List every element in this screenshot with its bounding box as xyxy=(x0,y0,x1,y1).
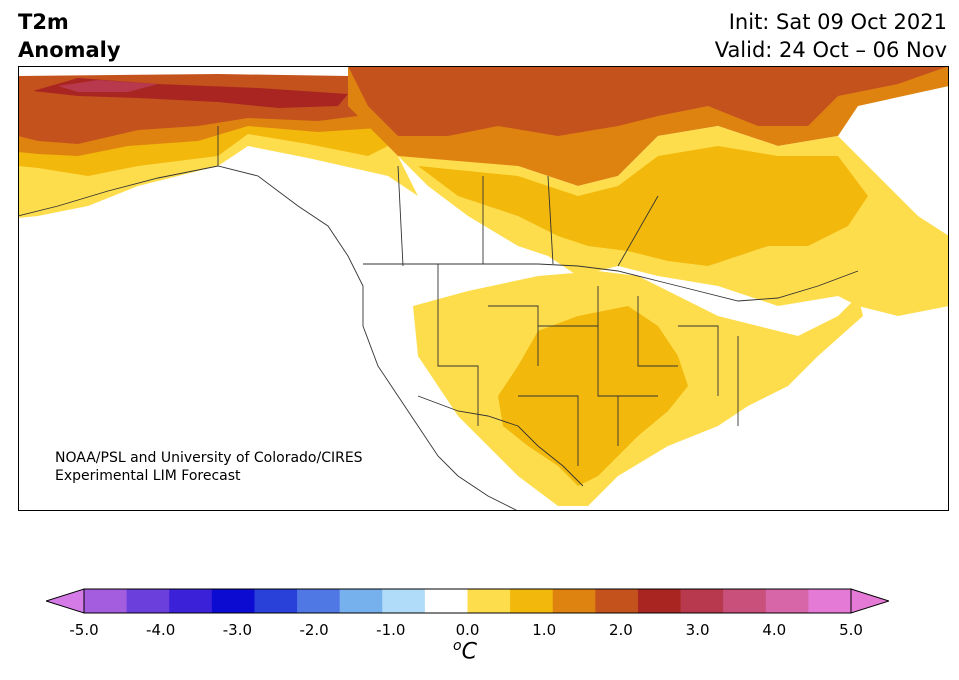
boundaries xyxy=(18,126,859,511)
colorbar-segment xyxy=(339,589,383,613)
title-line-2: Anomaly xyxy=(18,38,121,62)
colorbar-extend-high xyxy=(850,588,889,614)
colorbar-segment xyxy=(765,589,809,613)
state-line-3 xyxy=(538,325,658,397)
us-canada-border xyxy=(363,263,859,302)
colorbar-segment xyxy=(211,589,255,613)
colorbar-tick-label: -1.0 xyxy=(376,621,406,639)
colorbar-segment xyxy=(680,589,724,613)
state-line-5 xyxy=(678,325,739,426)
credit-text: NOAA/PSL and University of Colorado/CIRE… xyxy=(55,449,363,485)
colorbar-extend-low xyxy=(46,588,85,614)
province-border-2 xyxy=(397,165,404,267)
title-line-1: T2m xyxy=(18,10,69,34)
colorbar-tick-label: -3.0 xyxy=(222,621,253,639)
state-line-2 xyxy=(488,305,539,366)
colorbar-segment xyxy=(126,589,170,613)
colorbar-segment xyxy=(723,589,767,613)
credit-line-2: Experimental LIM Forecast xyxy=(55,468,241,484)
chart-title: T2m Anomaly xyxy=(18,8,121,64)
unit-label: oC xyxy=(453,638,477,664)
anomaly-map xyxy=(18,66,949,511)
colorbar-segment xyxy=(169,589,213,613)
forecast-dates: Init: Sat 09 Oct 2021 Valid: 24 Oct – 06… xyxy=(715,8,947,64)
valid-period: Valid: 24 Oct – 06 Nov xyxy=(714,38,947,62)
colorbar-segment xyxy=(467,589,511,613)
colorbar-tick-label: -4.0 xyxy=(146,621,176,639)
colorbar xyxy=(46,588,889,614)
state-line-6 xyxy=(518,395,619,466)
anomaly-region-canada-15 xyxy=(418,146,868,266)
unit-letter: C xyxy=(461,639,477,665)
unit-degree: o xyxy=(453,638,462,654)
colorbar-tick-label: 0.0 xyxy=(455,621,480,639)
us-mexico-border xyxy=(417,395,584,487)
colorbar-frame xyxy=(83,588,852,614)
colorbar-tick-label: 1.0 xyxy=(532,621,557,639)
colorbar-segment xyxy=(552,589,596,613)
colorbar-tick-label: 4.0 xyxy=(762,621,787,639)
colorbar-tick-label: -2.0 xyxy=(299,621,329,639)
colorbar-tick-label: 5.0 xyxy=(839,621,863,639)
province-border-4 xyxy=(547,175,554,265)
colorbar-segment xyxy=(637,589,682,613)
anomaly-region-us-15 xyxy=(498,306,688,486)
colorbar-tick-label: -5.0 xyxy=(69,621,99,639)
colorbar-tick-label: 3.0 xyxy=(685,621,710,639)
colorbar-segment xyxy=(510,589,554,613)
province-border-5 xyxy=(617,195,659,267)
colorbar-segment xyxy=(382,589,426,613)
anomaly-region-arctic-25 xyxy=(348,66,949,136)
map-frame xyxy=(18,66,949,511)
state-line-4 xyxy=(597,286,678,367)
anomaly-region-alaska-35 xyxy=(58,80,158,92)
anomaly-shading xyxy=(18,66,949,506)
colorbar-segment xyxy=(808,589,852,613)
init-date: Init: Sat 09 Oct 2021 xyxy=(728,10,947,34)
colorbar-tick-label: 2.0 xyxy=(608,621,633,639)
coastline xyxy=(18,165,519,511)
colorbar-segment xyxy=(254,589,298,613)
colorbar-segment xyxy=(424,589,468,613)
credit-line-1: NOAA/PSL and University of Colorado/CIRE… xyxy=(55,450,363,466)
colorbar-segment xyxy=(595,589,639,613)
state-line-1 xyxy=(437,264,479,426)
colorbar-segment xyxy=(297,589,341,613)
colorbar-segment xyxy=(84,589,128,613)
